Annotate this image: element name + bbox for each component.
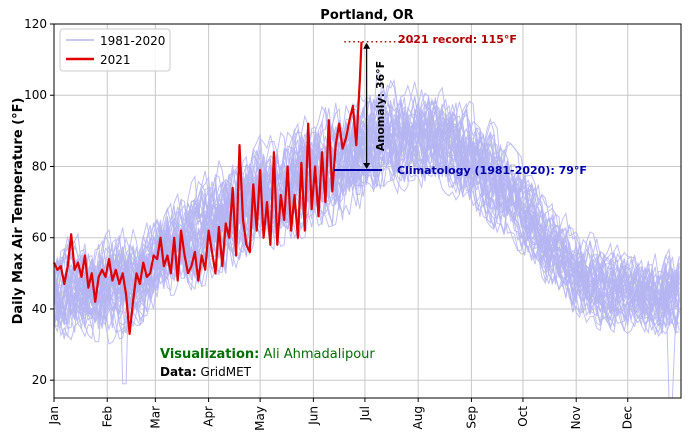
series-1981-2020-line (53, 110, 680, 326)
x-tick-label: Oct (516, 406, 530, 427)
chart-title: Portland, OR (320, 8, 413, 23)
x-tick-label: Feb (100, 406, 114, 427)
y-tick-label: 120 (24, 17, 47, 31)
data-credit-name: GridMET (201, 365, 252, 379)
series-2021-line (53, 41, 363, 335)
x-tick-label: Jun (306, 406, 320, 426)
viz-credit-prefix: Visualization: (160, 347, 259, 362)
viz-credit: Visualization: Ali Ahmadalipour (160, 347, 375, 362)
annotation-layer (334, 41, 414, 172)
y-tick-label: 20 (32, 373, 47, 387)
x-tick-label: Apr (202, 406, 216, 427)
record-annotation: 2021 record: 115°F (398, 33, 517, 46)
plot-frame (53, 23, 682, 399)
y-tick-label: 40 (32, 302, 47, 316)
grid-layer (53, 23, 681, 398)
y-tick-label: 60 (32, 231, 47, 245)
x-tick-label: Aug (411, 406, 425, 429)
climatology-annotation: Climatology (1981-2020): 79°F (397, 164, 587, 177)
data-credit-prefix: Data: (160, 365, 197, 379)
x-tick-label: Jul (358, 406, 372, 421)
series-1981-2020-line (53, 124, 680, 340)
x-tick-label: May (253, 406, 267, 431)
y-axis-label: Daily Max Air Temperature (°F) (11, 98, 26, 325)
series-2021-layer (53, 41, 363, 335)
x-tick-label: Dec (621, 406, 635, 429)
anomaly-arrow-head-top (363, 42, 371, 49)
viz-credit-name: Ali Ahmadalipour (264, 347, 376, 362)
axis-layer: 20 40 60 80 100 120 Jan Feb Mar Apr May Jun Jul Aug Se… (24, 17, 635, 431)
y-tick-label: 100 (24, 88, 47, 102)
legend-label-1981-2020: 1981-2020 (100, 34, 165, 48)
legend: 1981-2020 2021 (59, 28, 171, 72)
legend-label-2021: 2021 (100, 53, 131, 67)
anomaly-arrow-head-bottom (363, 163, 371, 170)
x-tick-label: Sep (464, 406, 478, 429)
data-credit: Data: GridMET (160, 365, 252, 379)
x-tick-label: Mar (148, 406, 162, 429)
anomaly-annotation: Anomaly: 36°F (374, 61, 387, 151)
x-tick-label: Nov (569, 406, 583, 429)
x-tick-label: Jan (47, 406, 61, 426)
y-tick-label: 80 (32, 159, 47, 173)
